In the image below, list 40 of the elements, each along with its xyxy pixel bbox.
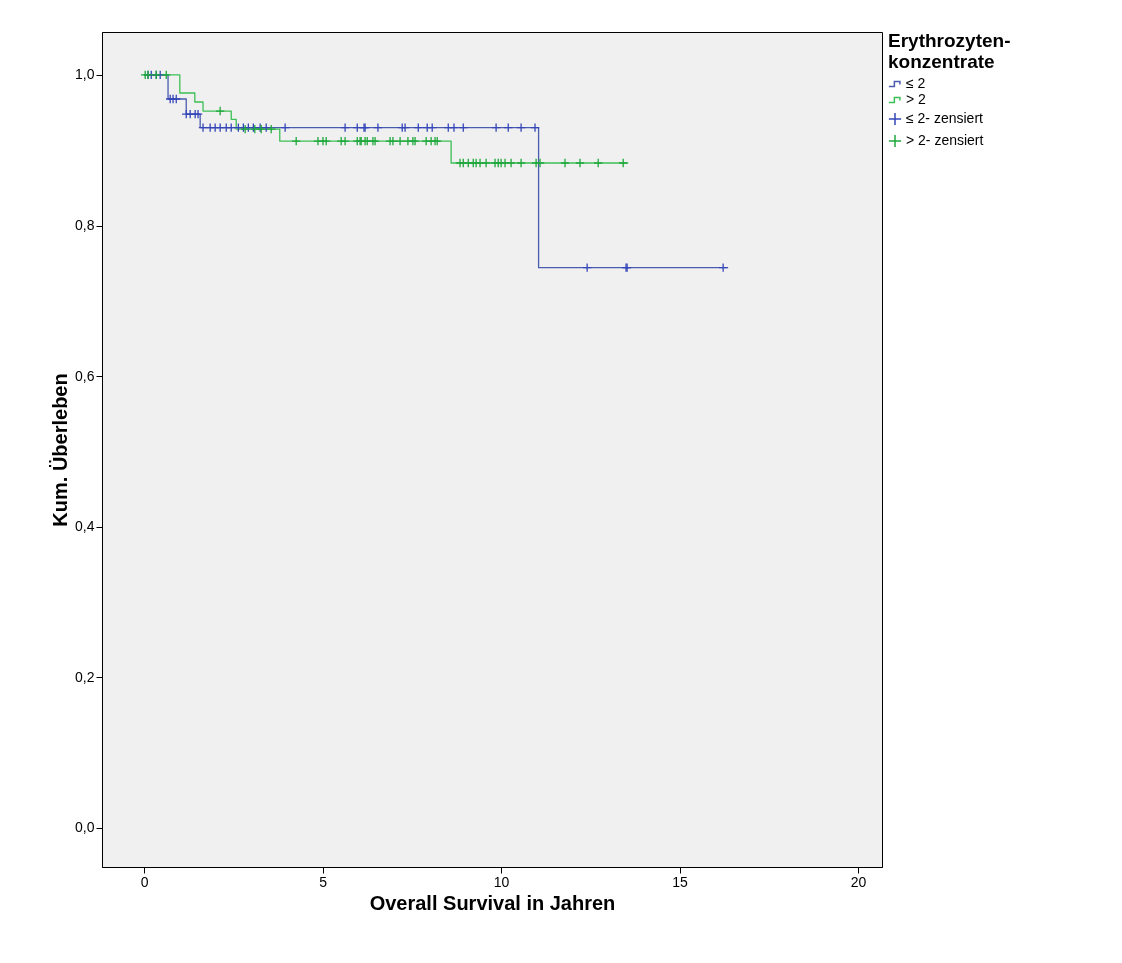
point	[215, 106, 225, 116]
point	[449, 122, 459, 133]
y-axis-title: Kum. Überleben	[49, 373, 72, 527]
point	[481, 158, 491, 168]
point	[506, 158, 516, 168]
point	[491, 122, 501, 133]
point	[395, 136, 405, 147]
x-tick-label: 5	[319, 873, 328, 890]
y-tick-label: 0,2	[75, 668, 95, 685]
point	[516, 122, 526, 133]
point	[161, 70, 172, 80]
point	[516, 158, 526, 168]
y-tick-label: 0,4	[75, 518, 95, 535]
legend-title: Erythrozyten-konzentrate	[888, 30, 1011, 72]
y-tick-label: 0,0	[75, 819, 95, 836]
x-tick-label: 20	[850, 873, 867, 890]
point	[575, 158, 585, 168]
legend-label: ≤ 2	[906, 75, 926, 91]
x-tick-label: 10	[493, 873, 510, 890]
point	[340, 122, 350, 133]
point	[280, 122, 290, 133]
point	[198, 122, 208, 133]
point	[530, 122, 540, 133]
point	[593, 158, 604, 168]
legend-label: > 2- zensiert	[906, 132, 984, 148]
point	[266, 124, 277, 134]
point	[718, 262, 728, 273]
point	[560, 158, 570, 168]
legend-label: > 2	[906, 91, 927, 107]
y-tick-label: 0,8	[75, 217, 95, 233]
point	[582, 262, 592, 273]
point	[340, 136, 350, 147]
x-tick-label: 0	[140, 873, 149, 890]
y-tick-label: 1,0	[75, 66, 95, 83]
legend-label: ≤ 2- zensiert	[906, 110, 984, 126]
x-tick-label: 15	[672, 873, 689, 890]
point	[618, 158, 629, 168]
y-tick-label: 0,6	[75, 367, 95, 384]
point	[373, 122, 383, 133]
x-axis-title: Overall Survival in Jahren	[369, 891, 616, 914]
